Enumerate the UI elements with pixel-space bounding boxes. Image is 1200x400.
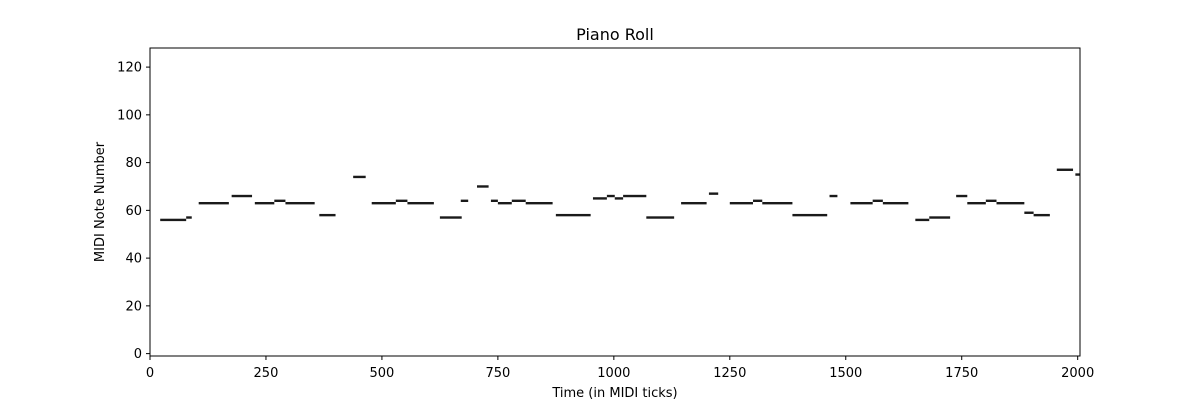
y-tick-label: 20 <box>125 299 142 314</box>
note-40 <box>996 201 1025 205</box>
note-1 <box>186 216 192 219</box>
y-axis-label: MIDI Note Number <box>93 141 108 262</box>
y-tick-label: 100 <box>117 108 142 123</box>
note-32 <box>850 201 873 205</box>
note-35 <box>915 218 930 222</box>
note-18 <box>525 201 553 205</box>
note-42 <box>1033 213 1050 217</box>
note-38 <box>967 201 986 205</box>
note-36 <box>929 216 951 219</box>
note-8 <box>353 175 366 179</box>
note-27 <box>729 201 753 205</box>
plot-frame <box>149 47 1081 357</box>
y-tick-label: 0 <box>134 347 142 362</box>
x-tick-label: 750 <box>485 366 510 381</box>
note-3 <box>231 194 253 198</box>
chart-title: Piano Roll <box>576 25 654 44</box>
note-23 <box>623 194 647 198</box>
note-26 <box>708 192 719 195</box>
notes-layer <box>160 168 1080 222</box>
note-28 <box>752 199 763 203</box>
note-39 <box>985 199 997 203</box>
y-tick-label: 80 <box>125 156 142 171</box>
x-tick-label: 1000 <box>597 366 630 381</box>
note-41 <box>1024 211 1034 214</box>
note-43 <box>1056 168 1074 171</box>
note-25 <box>681 201 707 205</box>
x-tick-label: 1750 <box>945 366 978 381</box>
note-16 <box>497 201 512 205</box>
x-tick-label: 2000 <box>1061 366 1094 381</box>
y-tick-label: 60 <box>125 204 142 219</box>
note-17 <box>511 199 526 203</box>
note-44 <box>1075 173 1080 176</box>
note-24 <box>646 216 675 219</box>
note-6 <box>285 201 315 205</box>
note-15 <box>490 199 498 203</box>
note-21 <box>606 194 615 198</box>
x-axis: 0 250 500 750 1000 1250 1500 1750 2000 <box>146 356 1094 381</box>
note-2 <box>198 201 229 205</box>
y-tick-label: 40 <box>125 252 142 267</box>
note-13 <box>460 199 469 203</box>
note-19 <box>555 213 591 217</box>
note-29 <box>762 201 793 205</box>
note-14 <box>477 185 489 188</box>
x-tick-label: 500 <box>370 366 395 381</box>
note-22 <box>614 197 624 200</box>
x-axis-label: Time (in MIDI ticks) <box>551 386 677 400</box>
x-tick-label: 250 <box>254 366 279 381</box>
note-33 <box>872 199 883 203</box>
note-12 <box>439 216 462 219</box>
note-37 <box>956 194 968 198</box>
y-tick-label: 120 <box>117 61 142 76</box>
note-34 <box>882 201 909 205</box>
note-31 <box>829 194 838 198</box>
x-tick-label: 0 <box>146 366 154 381</box>
note-20 <box>592 197 607 200</box>
note-10 <box>395 199 408 203</box>
note-5 <box>274 199 286 203</box>
note-9 <box>371 201 396 205</box>
x-tick-label: 1500 <box>829 366 862 381</box>
note-0 <box>160 218 187 222</box>
note-4 <box>254 201 275 205</box>
y-axis: 0 20 40 60 80 100 120 <box>117 61 150 362</box>
note-30 <box>792 213 828 217</box>
note-7 <box>319 213 336 217</box>
note-11 <box>407 201 434 205</box>
x-tick-label: 1250 <box>713 366 746 381</box>
